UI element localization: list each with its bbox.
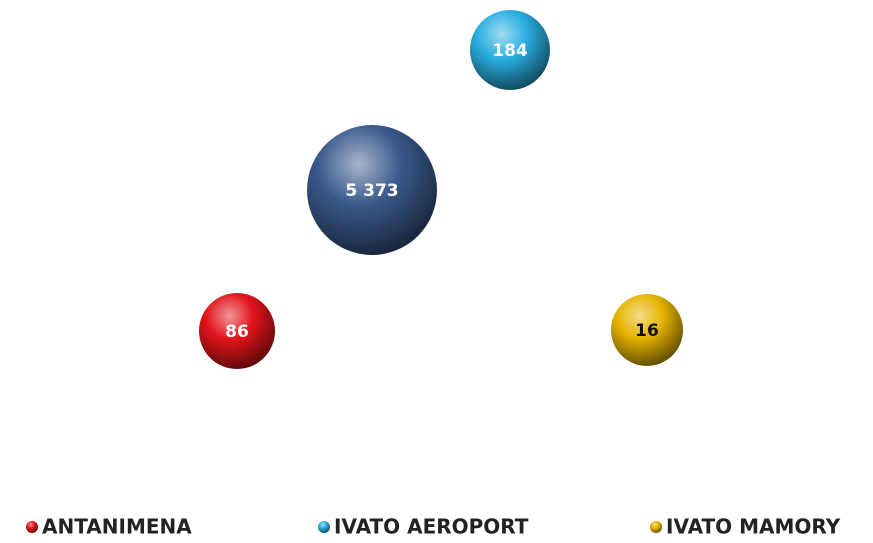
data-label: 184 — [492, 41, 528, 61]
legend-label: IVATO AEROPORT — [334, 515, 529, 539]
data-label: 5 373 — [345, 181, 398, 201]
bubble — [307, 125, 437, 255]
bubble — [611, 294, 683, 366]
legend-label: IVATO MAMORY — [666, 515, 841, 539]
legend-marker — [26, 521, 38, 533]
legend-label: ANTANIMENA — [42, 515, 192, 539]
bubble — [199, 293, 275, 369]
legend-marker — [650, 521, 662, 533]
legend-marker — [318, 521, 330, 533]
bubble — [470, 10, 550, 90]
data-label: 86 — [225, 322, 249, 342]
data-label: 16 — [635, 321, 659, 341]
